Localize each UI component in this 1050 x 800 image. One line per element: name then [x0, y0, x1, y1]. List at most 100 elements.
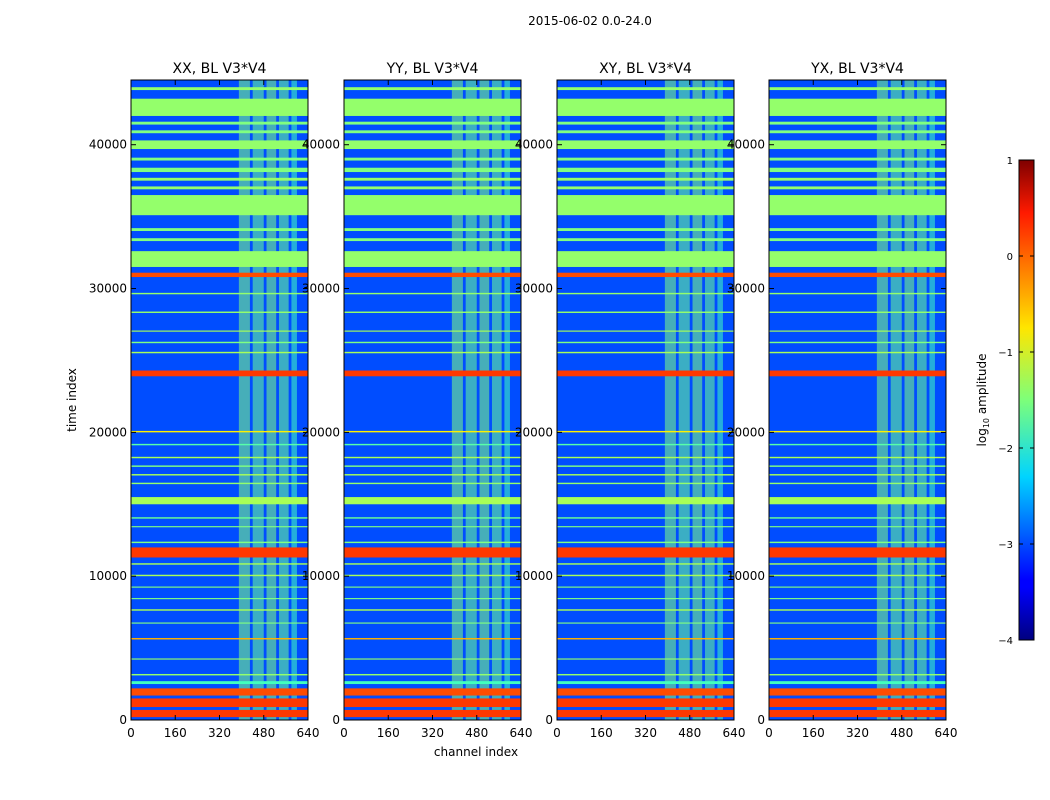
y-tick-label: 10000 — [515, 569, 553, 583]
time-band — [557, 330, 734, 332]
time-band — [769, 351, 946, 354]
y-axis: 0 10000 20000 30000 40000 — [89, 138, 308, 727]
colorbar-tick-label: 1 — [1007, 156, 1013, 167]
rfi-channel-block — [451, 80, 463, 720]
colorbar-tick-label: −1 — [998, 348, 1013, 359]
time-band — [769, 98, 946, 116]
rfi-channel-block — [704, 80, 715, 720]
time-band — [344, 698, 521, 708]
time-band — [344, 465, 521, 467]
time-band — [557, 622, 734, 624]
rfi-channel-block — [278, 80, 289, 720]
y-tick-label: 40000 — [302, 138, 340, 152]
rfi-channel-block — [238, 80, 250, 720]
time-band — [344, 681, 521, 685]
y-tick-label: 30000 — [727, 282, 765, 296]
y-tick-label: 40000 — [89, 138, 127, 152]
time-band — [769, 698, 946, 708]
heatmap-area — [769, 80, 946, 720]
rfi-channel-block — [890, 80, 902, 720]
time-band — [769, 638, 946, 640]
x-tick-label: 160 — [164, 726, 187, 740]
time-band — [557, 140, 734, 150]
time-band — [557, 177, 734, 181]
time-band — [131, 330, 308, 332]
time-band — [769, 140, 946, 150]
time-band — [557, 526, 734, 528]
x-tick-label: 0 — [765, 726, 773, 740]
colorbar-label: log10 amplitude — [975, 354, 991, 447]
time-band — [557, 574, 734, 577]
time-band — [769, 474, 946, 476]
time-band — [769, 456, 946, 459]
x-tick-label: 320 — [421, 726, 444, 740]
time-band — [131, 186, 308, 190]
time-band — [557, 130, 734, 134]
time-band — [557, 517, 734, 519]
heatmap-area — [557, 80, 734, 720]
panel-title: XY, BL V3*V4 — [599, 61, 692, 77]
time-band — [769, 497, 946, 505]
time-band — [557, 195, 734, 216]
time-band — [344, 658, 521, 660]
time-band — [344, 228, 521, 232]
y-tick-label: 0 — [119, 713, 127, 727]
time-band — [344, 622, 521, 624]
time-band — [557, 709, 734, 718]
y-axis: 0 10000 20000 30000 40000 — [515, 138, 734, 727]
time-band — [769, 330, 946, 332]
time-band — [131, 87, 308, 91]
time-band — [769, 622, 946, 624]
time-band — [131, 292, 308, 295]
y-tick-label: 20000 — [727, 425, 765, 439]
y-tick-label: 0 — [332, 713, 340, 727]
time-band — [769, 130, 946, 134]
time-band — [557, 228, 734, 232]
time-band — [557, 638, 734, 640]
time-band — [131, 443, 308, 446]
time-band — [769, 157, 946, 161]
time-band — [131, 474, 308, 476]
time-band — [131, 526, 308, 528]
time-band — [344, 195, 521, 216]
time-band — [344, 586, 521, 588]
time-band — [557, 609, 734, 611]
time-band — [344, 351, 521, 354]
time-band — [557, 456, 734, 459]
time-band — [769, 709, 946, 718]
time-band — [344, 121, 521, 125]
panel-title: YX, BL V3*V4 — [810, 61, 904, 77]
time-band — [131, 698, 308, 708]
time-band — [131, 497, 308, 505]
time-band — [131, 681, 308, 685]
time-band — [131, 341, 308, 344]
y-tick-label: 30000 — [515, 282, 553, 296]
time-band — [131, 430, 308, 433]
colorbar-tick-label: 0 — [1007, 252, 1013, 263]
time-band — [557, 167, 734, 173]
time-band — [131, 517, 308, 519]
time-band — [769, 87, 946, 91]
time-band — [769, 195, 946, 216]
time-band — [557, 341, 734, 344]
time-band — [131, 177, 308, 181]
colorbar: 1 0 −1 −2 −3 −4 log10 amplitude — [975, 156, 1035, 647]
figure-title: 2015-06-02 0.0-24.0 — [528, 14, 652, 28]
time-band — [131, 228, 308, 232]
time-band — [769, 238, 946, 242]
time-band — [769, 311, 946, 313]
time-band — [344, 609, 521, 611]
y-axis: 0 10000 20000 30000 40000 — [302, 138, 521, 727]
time-band — [557, 98, 734, 116]
heatmap-area — [131, 80, 308, 720]
time-band — [769, 251, 946, 267]
time-band — [131, 251, 308, 267]
time-band — [769, 121, 946, 125]
y-axis-label: time index — [65, 368, 79, 432]
time-band — [344, 341, 521, 344]
y-tick-label: 40000 — [515, 138, 553, 152]
x-tick-label: 480 — [890, 726, 913, 740]
time-band — [344, 130, 521, 134]
time-band — [769, 482, 946, 485]
x-tick-label: 640 — [935, 726, 958, 740]
